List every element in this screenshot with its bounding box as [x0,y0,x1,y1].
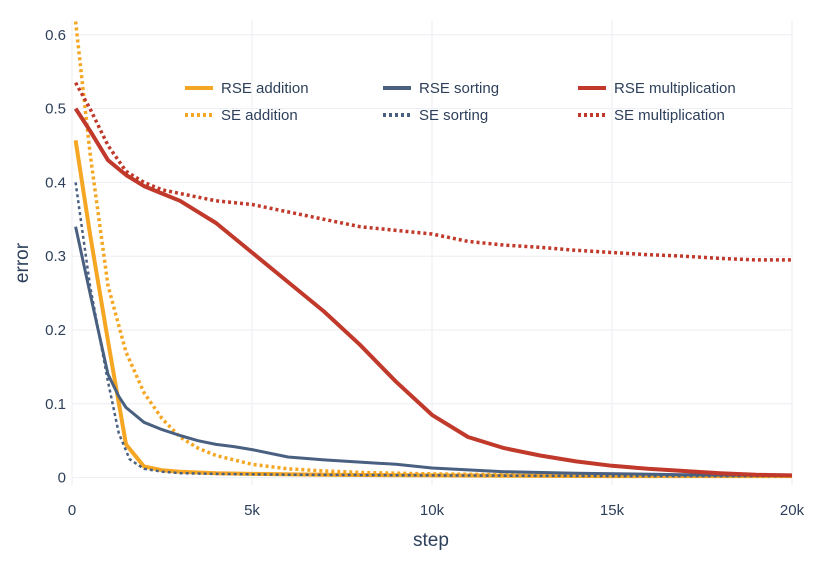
y-tick-label: 0.3 [45,248,66,265]
legend-label: SE addition [221,107,298,124]
x-tick-label: 0 [68,502,76,519]
grid [71,20,793,485]
series-line-se-multiplication [74,81,792,262]
y-tick-label: 0.6 [45,27,66,44]
series-line-se-sorting [74,182,792,478]
y-axis-title: error [12,242,33,283]
legend-label: RSE multiplication [614,80,736,97]
x-tick-label: 5k [244,502,260,519]
series-group [73,21,793,479]
y-tick-label: 0.2 [45,322,66,339]
series-line-rse-multiplication [73,107,793,478]
legend-label: SE multiplication [614,107,725,124]
series-line-rse-addition [73,139,792,479]
x-tick-label: 15k [600,502,625,519]
series-line-se-addition [73,21,793,478]
y-tick-label: 0.5 [45,101,66,118]
x-tick-label: 20k [780,502,805,519]
legend-label: SE sorting [419,107,488,124]
x-axis-title: step [413,530,449,551]
y-tick-label: 0 [58,470,66,487]
series-line-rse-sorting [74,226,793,477]
legend-label: RSE sorting [419,80,499,97]
legend: RSE addition SE addition RSE sorting SE sor… [185,80,736,124]
y-tick-label: 0.1 [45,396,66,413]
legend-label: RSE addition [221,80,309,97]
x-tick-label: 10k [420,502,445,519]
y-tick-label: 0.4 [45,174,66,191]
tick-labels: 0 5k 10k 15k 20k 0 0.1 0.2 0.3 0.4 0.5 0.6 [45,27,804,519]
